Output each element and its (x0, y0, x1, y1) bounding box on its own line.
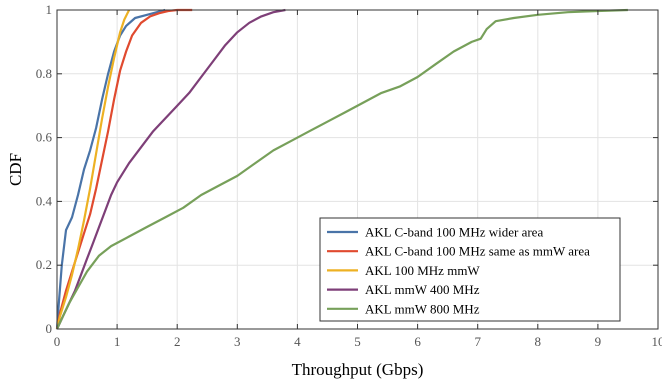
series-line-5 (56, 8, 628, 330)
tick-labels: 0 1 2 3 4 5 6 7 8 9 10 0 0.2 0.4 0.6 0.8 1 (36, 2, 662, 349)
x-tick-label: 2 (174, 334, 181, 349)
y-axis-label: CDF (6, 153, 25, 186)
x-tick-label: 5 (354, 334, 361, 349)
axes (56, 9, 659, 330)
legend-label: AKL mmW 800 MHz (365, 301, 480, 316)
legend-label: AKL mmW 400 MHz (365, 282, 480, 297)
legend: AKL C-band 100 MHz wider area AKL C-band … (319, 217, 621, 322)
x-tick-label: 3 (234, 334, 241, 349)
legend-label: AKL C-band 100 MHz wider area (365, 225, 543, 240)
legend-box (319, 217, 621, 322)
legend-label: AKL 100 MHz mmW (365, 263, 480, 278)
y-tick-label: 0.8 (36, 66, 52, 81)
legend-label: AKL C-band 100 MHz same as mmW area (365, 244, 590, 259)
series-lines (55, 8, 628, 330)
x-tick-label: 7 (474, 334, 481, 349)
y-tick-label: 0 (46, 321, 53, 336)
series-line-4 (56, 8, 286, 330)
y-tick-label: 0.4 (36, 193, 53, 208)
x-tick-label: 9 (595, 334, 602, 349)
plot-frame (56, 9, 659, 330)
x-tick-label: 0 (54, 334, 61, 349)
y-tick-label: 0.2 (36, 257, 52, 272)
x-tick-label: 8 (535, 334, 542, 349)
x-tick-label: 1 (114, 334, 121, 349)
x-tick-label: 6 (414, 334, 421, 349)
x-tick-label: 10 (652, 334, 662, 349)
x-tick-label: 4 (294, 334, 301, 349)
x-axis-label: Throughput (Gbps) (292, 360, 424, 379)
y-tick-label: 1 (46, 2, 53, 17)
series-line-3 (55, 9, 131, 330)
series-line-1 (55, 8, 166, 330)
y-tick-label: 0.6 (36, 130, 53, 145)
